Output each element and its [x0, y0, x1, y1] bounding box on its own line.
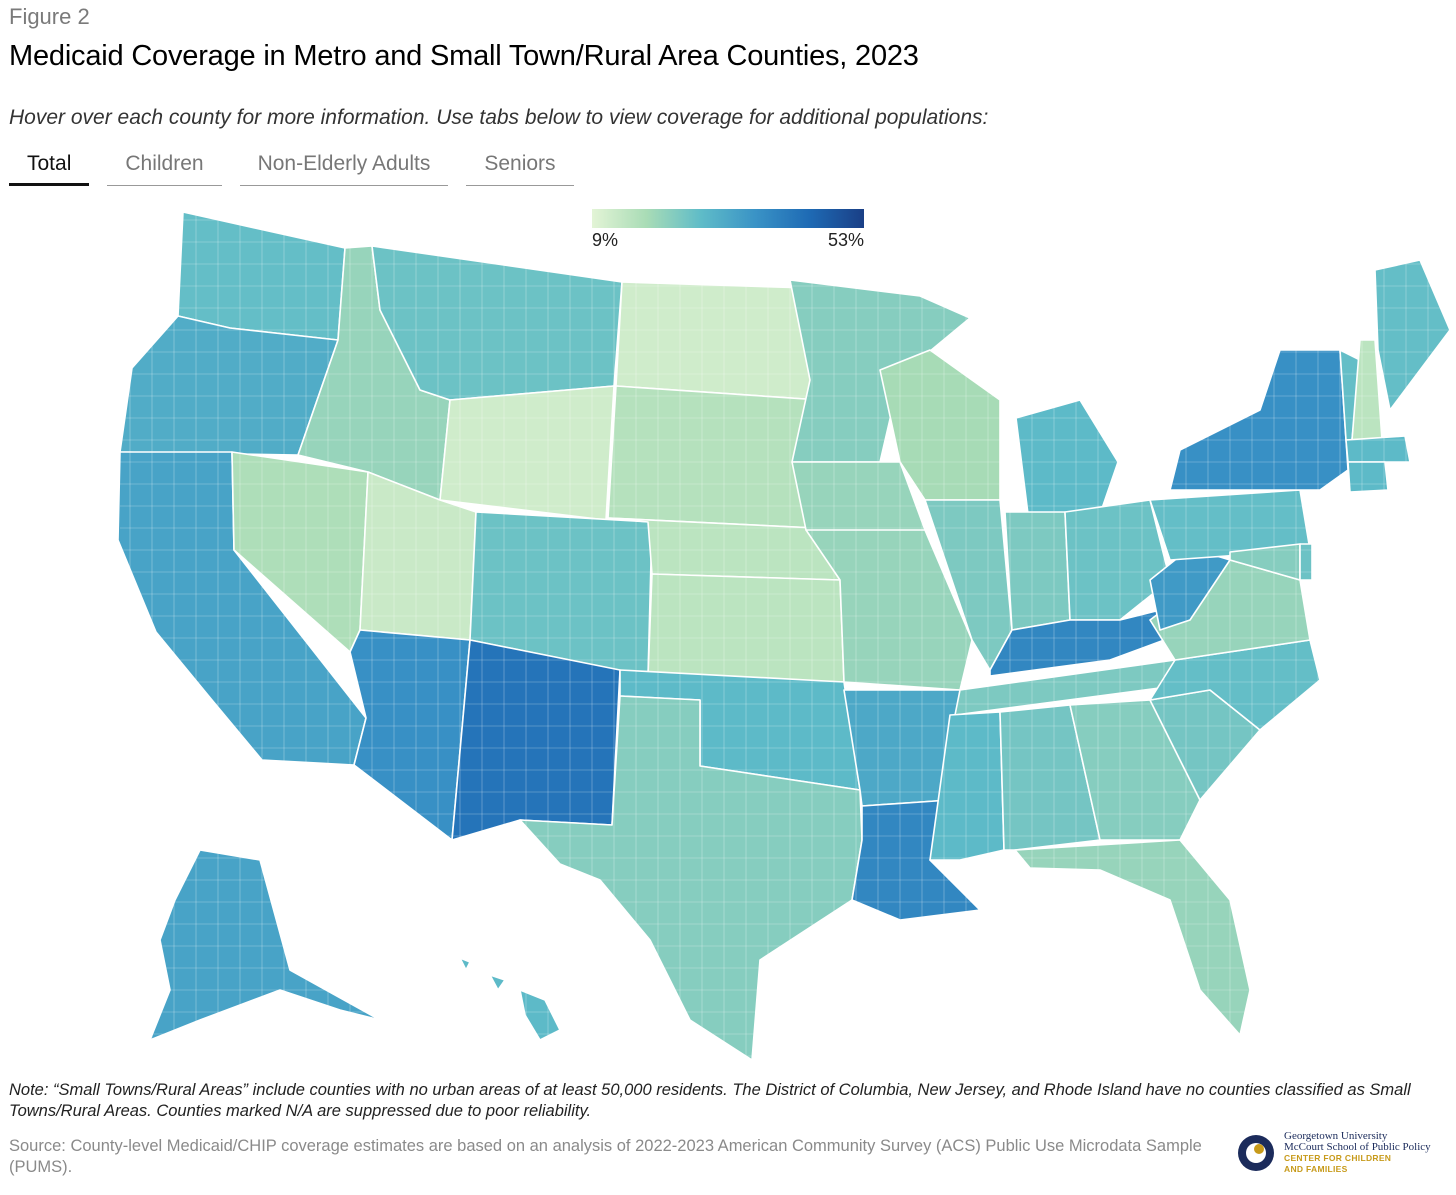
legend-max-label: 53% — [827, 230, 864, 250]
georgetown-logo[interactable]: Georgetown University McCourt School of … — [1236, 1131, 1431, 1175]
state-region-ak[interactable] — [149, 849, 381, 1041]
legend-min-label: 9% — [592, 230, 619, 250]
logo-university: Georgetown University — [1284, 1130, 1388, 1142]
state-region-me[interactable] — [1374, 259, 1451, 411]
state-region-al[interactable] — [999, 704, 1101, 851]
footnote: Note: “Small Towns/Rural Areas” include … — [9, 1081, 1411, 1120]
state-region-de[interactable] — [1299, 543, 1313, 581]
state-region-fl[interactable] — [1014, 839, 1251, 1036]
state-region-tx[interactable] — [519, 695, 863, 1061]
tab-non-elderly-adults[interactable]: Non-Elderly Adults — [239, 152, 449, 186]
state-region-in[interactable] — [1004, 511, 1071, 631]
tab-total[interactable]: Total — [9, 152, 90, 186]
legend-gradient-bar — [592, 209, 864, 228]
state-region-nh[interactable] — [1351, 339, 1383, 441]
state-region-ct[interactable] — [1347, 461, 1389, 493]
state-region-wy[interactable] — [439, 385, 615, 521]
state-region-ma[interactable] — [1345, 435, 1411, 463]
source-note: Source: County-level Medicaid/CHIP cover… — [9, 1137, 1202, 1176]
georgetown-seal-icon — [1238, 1135, 1274, 1171]
logo-school: McCourt School of Public Policy — [1284, 1141, 1431, 1153]
population-tabs: Total Children Non-Elderly Adults Senior… — [9, 152, 574, 186]
state-region-hi[interactable] — [459, 957, 561, 1041]
state-region-wa[interactable] — [177, 211, 346, 341]
state-region-nd[interactable] — [615, 281, 821, 401]
figure-label: Figure 2 — [9, 4, 90, 29]
color-legend: 9% 53% — [592, 209, 864, 251]
state-region-sd[interactable] — [607, 385, 821, 529]
chart-subtitle: Hover over each county for more informat… — [9, 106, 989, 129]
logo-center-line2: AND FAMILIES — [1284, 1164, 1348, 1174]
chart-title: Medicaid Coverage in Metro and Small Tow… — [9, 40, 919, 72]
us-county-map — [117, 211, 1451, 1061]
state-region-nm[interactable] — [451, 639, 621, 841]
state-region-ms[interactable] — [929, 711, 1005, 861]
tab-children[interactable]: Children — [107, 152, 222, 186]
state-region-ny[interactable] — [1169, 349, 1349, 491]
state-region-az[interactable] — [349, 629, 471, 841]
logo-center-line1: CENTER FOR CHILDREN — [1284, 1153, 1392, 1163]
tab-seniors[interactable]: Seniors — [466, 152, 574, 186]
state-region-oh[interactable] — [1064, 499, 1171, 621]
